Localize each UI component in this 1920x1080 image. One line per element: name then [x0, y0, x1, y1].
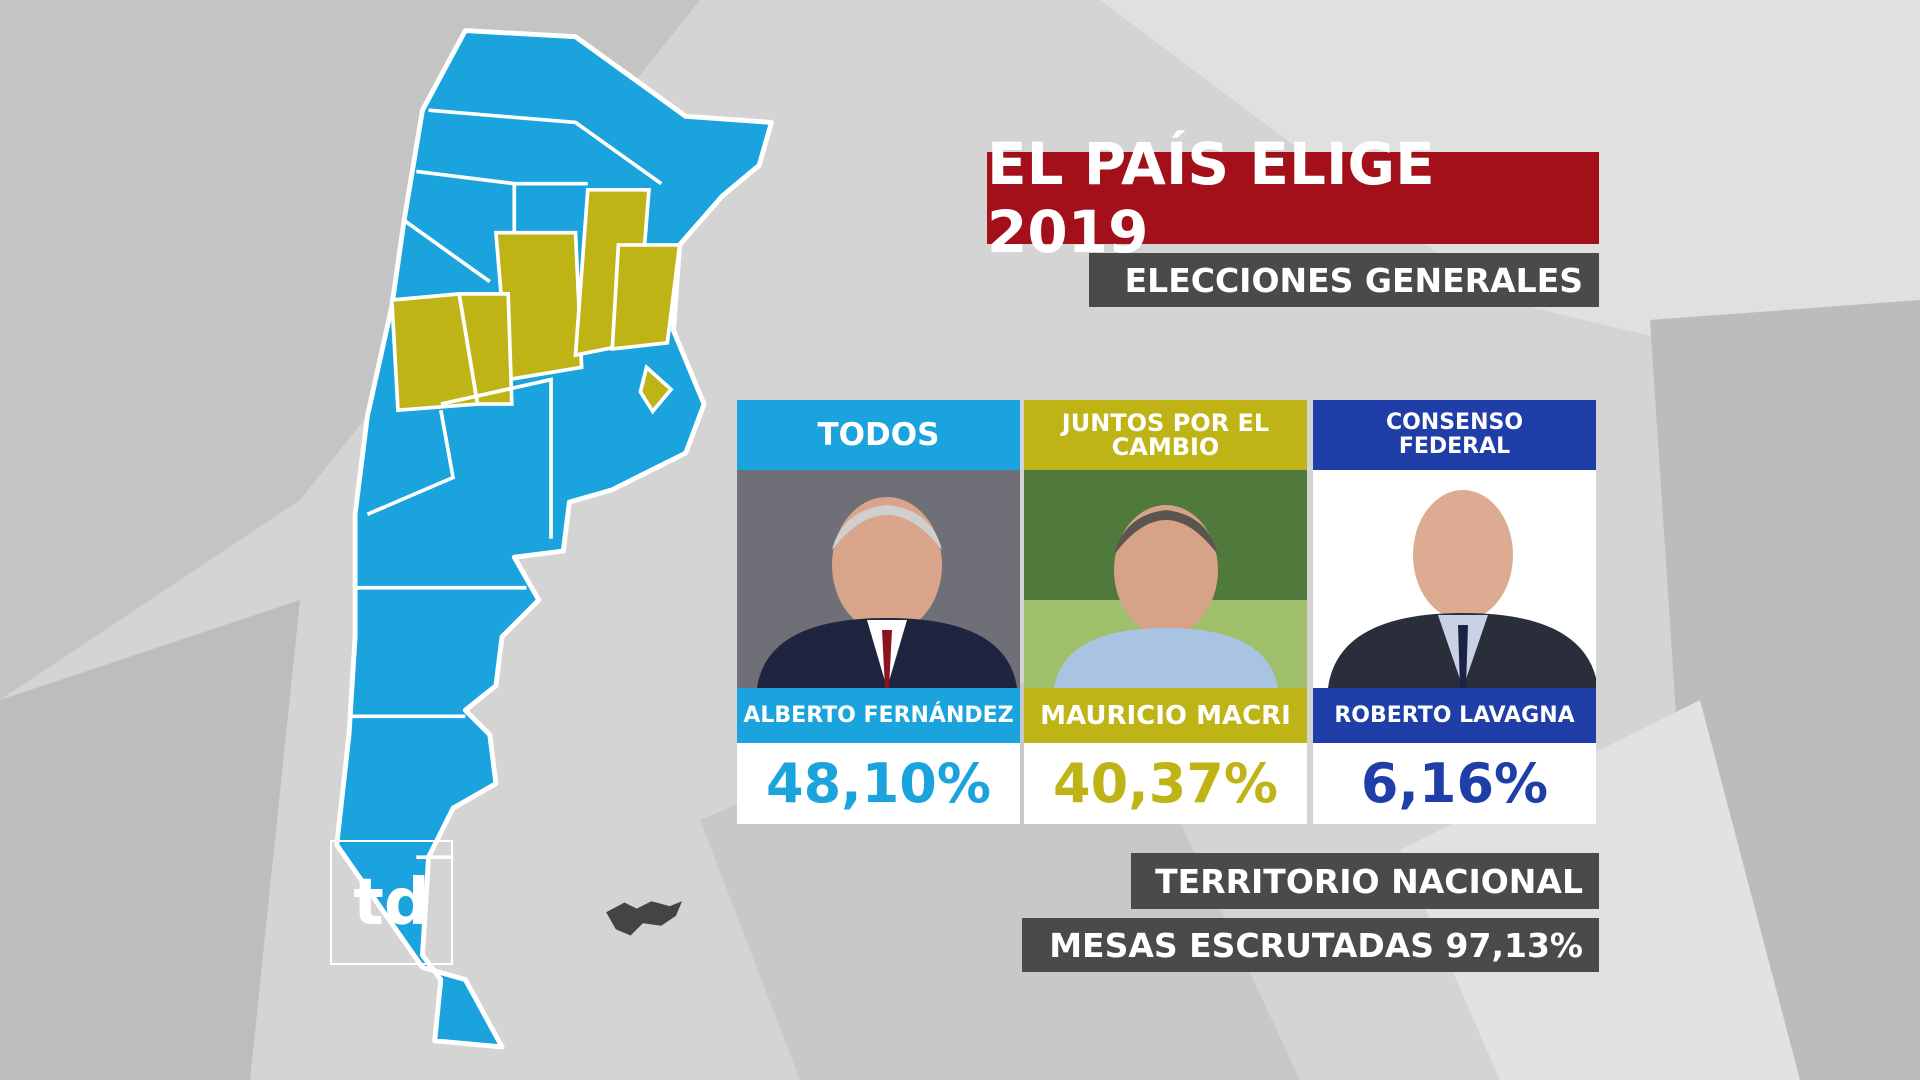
logo: td [330, 840, 453, 965]
party: CONSENSO FEDERAL [1313, 400, 1596, 470]
photo [1313, 470, 1596, 688]
party: TODOS [737, 400, 1020, 470]
photo [737, 470, 1020, 688]
counted: MESAS ESCRUTADAS 97,13% [1022, 918, 1599, 972]
percentage: 48,10% [766, 752, 991, 815]
candidate-name: MAURICIO MACRI [1024, 688, 1307, 743]
candidate-name: ROBERTO LAVAGNA [1313, 688, 1596, 743]
subtitle: ELECCIONES GENERALES [1089, 253, 1599, 307]
map [334, 28, 774, 1050]
photo [1024, 470, 1307, 688]
candidate-card: CONSENSO FEDERAL ROBERTO LAVAGNA 6,16% [1313, 400, 1596, 824]
candidate-card: JUNTOS POR EL CAMBIO MAURICIO MACRI 40,3… [1024, 400, 1307, 824]
percentage: 40,37% [1053, 752, 1278, 815]
candidate-card: TODOS ALBERTO FERNÁNDEZ 48,10% [737, 400, 1020, 824]
party: JUNTOS POR EL CAMBIO [1024, 400, 1307, 470]
candidate-name: ALBERTO FERNÁNDEZ [737, 688, 1020, 743]
percentage: 6,16% [1360, 752, 1549, 815]
title: EL PAÍS ELIGE 2019 [987, 130, 1599, 266]
scope: TERRITORIO NACIONAL [1131, 853, 1599, 909]
